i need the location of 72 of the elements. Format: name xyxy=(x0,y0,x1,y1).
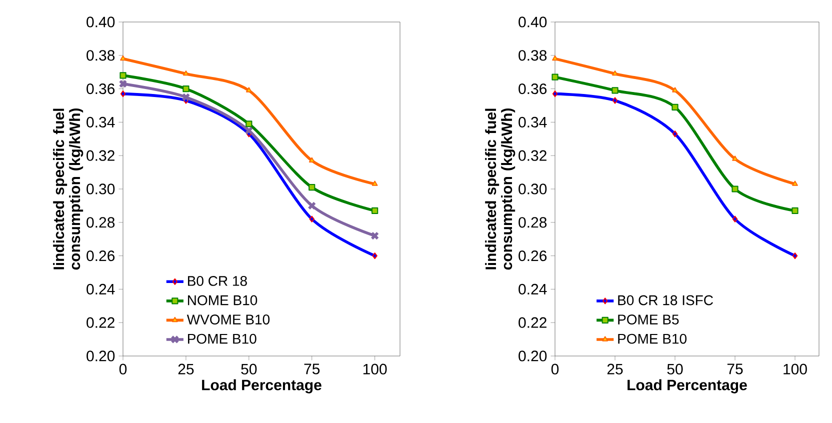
legend-label: B0 CR 18 xyxy=(188,276,247,286)
legend-label: B0 CR 18 ISFC xyxy=(618,295,713,306)
point xyxy=(182,85,190,92)
legend-label: WVOME B10 xyxy=(186,314,270,324)
y-tick-label: 0.30 xyxy=(86,184,115,194)
point xyxy=(732,216,738,222)
y-tick-label: 0.26 xyxy=(86,250,115,262)
point xyxy=(732,186,738,192)
y-axis-title: Iindicated specific fuel consumption (kg/kWh) xyxy=(485,108,516,270)
point xyxy=(612,70,618,76)
point xyxy=(246,120,252,128)
y-tick-label: 0.40 xyxy=(518,16,547,28)
point xyxy=(792,207,798,214)
point xyxy=(672,104,678,110)
point xyxy=(552,74,558,80)
x-tick-label: 75 xyxy=(304,364,320,374)
point xyxy=(792,252,798,260)
point xyxy=(612,97,618,104)
legend-label: POME B5 xyxy=(618,314,679,324)
x-tick-label: 50 xyxy=(667,364,683,374)
x-axis-title: Load Percentage xyxy=(628,379,747,394)
y-tick-label: 0.24 xyxy=(86,284,115,295)
x-tick-label: 100 xyxy=(363,364,387,374)
x-tick-label: 75 xyxy=(727,364,743,374)
x-tick-label: 50 xyxy=(241,364,257,374)
y-tick-label: 0.22 xyxy=(518,317,546,328)
y-tick-label: 0.28 xyxy=(86,217,115,228)
legend-label: POME B10 xyxy=(188,334,256,344)
point xyxy=(612,87,618,94)
x-tick-label: 0 xyxy=(551,364,559,374)
point xyxy=(308,201,316,210)
point xyxy=(246,87,252,92)
y-tick-label: 0.36 xyxy=(86,83,115,94)
y-tick-label: 0.38 xyxy=(86,50,115,61)
y-tick-label: 0.40 xyxy=(86,16,115,28)
y-axis-title: Iindicated specific fuel consumption (kg/kWh) xyxy=(53,108,84,270)
point xyxy=(182,92,190,102)
point xyxy=(372,252,378,260)
x-tick-label: 25 xyxy=(607,364,623,374)
y-tick-label: 0.20 xyxy=(86,350,115,362)
point xyxy=(120,72,126,79)
y-tick-label: 0.30 xyxy=(518,184,547,194)
y-tick-label: 0.32 xyxy=(518,150,546,161)
x-tick-label: 0 xyxy=(119,364,127,374)
point xyxy=(120,90,126,98)
point xyxy=(792,180,798,186)
x-axis-title: Load Percentage xyxy=(202,379,322,394)
y-tick-label: 0.24 xyxy=(518,284,547,295)
legend-label: POME B10 xyxy=(618,334,687,344)
y-tick-label: 0.20 xyxy=(518,350,547,362)
y-tick-label: 0.34 xyxy=(86,116,115,128)
point xyxy=(183,70,189,76)
y-tick-label: 0.32 xyxy=(86,150,114,161)
point xyxy=(672,130,678,138)
point xyxy=(308,157,315,163)
point xyxy=(732,156,738,161)
point xyxy=(372,207,378,214)
point xyxy=(244,126,254,135)
x-tick-label: 100 xyxy=(784,364,807,374)
y-tick-label: 0.28 xyxy=(518,217,547,228)
legend-label: NOME B10 xyxy=(188,295,258,306)
y-tick-label: 0.36 xyxy=(518,83,547,94)
y-tick-label: 0.38 xyxy=(518,50,547,61)
y-tick-label: 0.22 xyxy=(86,317,114,328)
point xyxy=(372,180,378,186)
y-tick-label: 0.26 xyxy=(518,250,547,262)
x-tick-label: 25 xyxy=(178,364,194,374)
point xyxy=(552,90,558,98)
point xyxy=(672,87,678,92)
point xyxy=(308,184,316,191)
y-tick-label: 0.34 xyxy=(518,116,547,128)
point xyxy=(309,216,314,222)
